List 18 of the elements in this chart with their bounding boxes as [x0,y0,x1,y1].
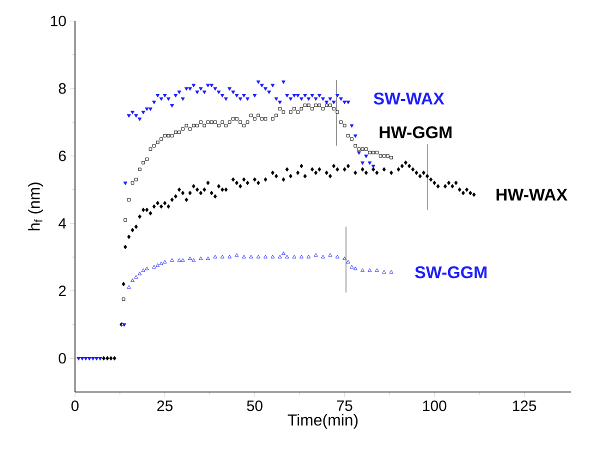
y-tick-label: 6 [58,150,66,162]
y-tick-label: 4 [58,218,66,228]
x-tick-label: 0 [71,400,79,412]
series-label: HW-WAX [496,188,568,201]
y-axis-title: h$_{f}$ (nm) [28,182,44,230]
x-tick-label: 100 [423,400,446,412]
x-tick-label: 25 [157,400,173,412]
y-tick-label: 8 [58,83,66,94]
x-axis-title: Time(min) [288,414,358,429]
x-tick-label: 50 [246,400,262,412]
series-label: HW-GGM [380,126,452,138]
x-tick-label: 125 [512,400,536,412]
y-tick-label: 2 [58,286,66,296]
y-tick-label: 0 [58,352,66,364]
series-label: SW-WAX [374,92,444,105]
series-label: SW-GGM [415,266,487,278]
x-tick-label: 75 [337,400,352,411]
y-tick-label: 10 [51,16,66,26]
